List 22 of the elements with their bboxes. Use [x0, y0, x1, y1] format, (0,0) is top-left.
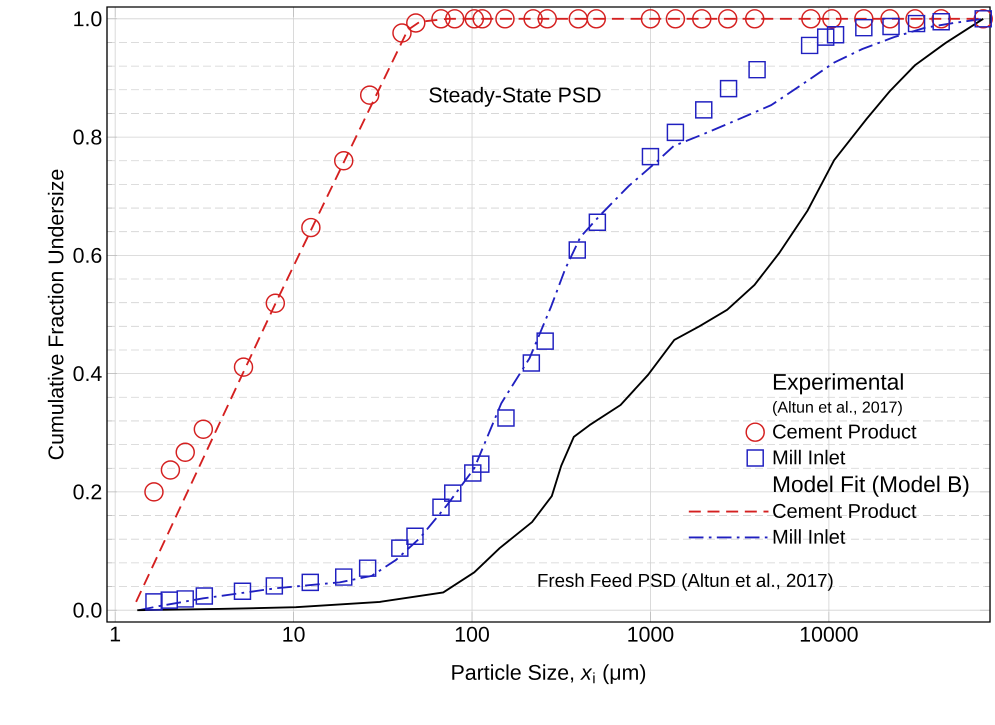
legend-label: Mill Inlet: [774, 450, 846, 464]
y-tick-label: 0.4: [73, 366, 102, 382]
x-tick-label: 1000: [628, 626, 674, 642]
x-axis-title: Particle Size, x$_{i}$ (μm): [452, 664, 646, 684]
y-tick-label: 0.8: [73, 130, 102, 145]
y-axis-title: Cumulative Fraction Undersize: [48, 170, 64, 460]
annotation: Fresh Feed PSD (Altun et al., 2017): [538, 573, 833, 591]
legend-label: Mill Inlet: [774, 529, 846, 544]
x-tick-label: 10: [283, 626, 305, 642]
x-tick-label: 10000: [800, 626, 858, 642]
legend-label: Cement Product: [773, 503, 916, 518]
annotation: Experimental: [774, 373, 903, 394]
y-tick-label: 0.0: [73, 602, 102, 618]
y-tick-label: 0.2: [73, 484, 102, 500]
x-tick-label: 100: [456, 626, 489, 642]
y-tick-label: 0.6: [73, 248, 102, 263]
x-tick-label: 1: [110, 626, 120, 642]
annotation: Model Fit (Model B): [774, 476, 968, 497]
annotation: Steady-State PSD: [429, 86, 600, 107]
legend-label: Cement Product: [773, 424, 916, 439]
annotation: (Altun et al., 2017): [773, 401, 902, 416]
y-tick-label: 1.0: [74, 11, 102, 26]
